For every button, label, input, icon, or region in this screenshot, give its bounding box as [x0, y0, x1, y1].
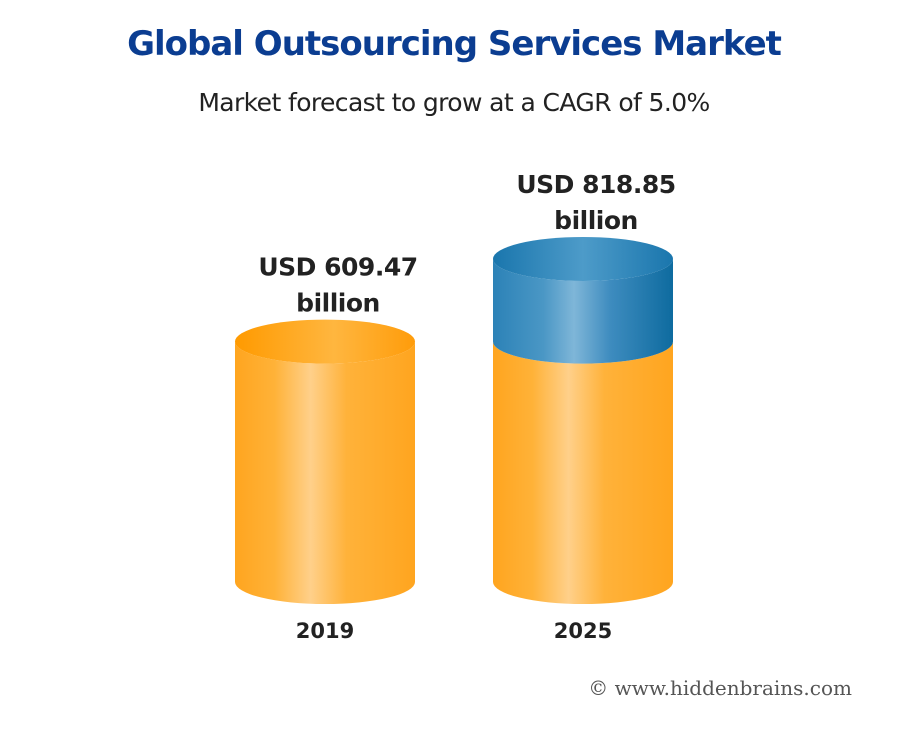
data-label-2019: USD 609.47 billion	[258, 253, 418, 318]
bar-base-segment	[493, 341, 673, 604]
bar-base-segment	[235, 341, 415, 604]
watermark-text: © www.hiddenbrains.com	[588, 676, 852, 700]
bar-growth-segment	[493, 258, 673, 364]
data-label-line: billion	[554, 206, 638, 235]
category-label-2019: 2019	[296, 619, 354, 643]
data-label-2025: USD 818.85 billion	[516, 170, 676, 235]
chart-title: Global Outsourcing Services Market	[127, 24, 782, 64]
data-label-line: USD 609.47	[258, 253, 417, 282]
category-label-2025: 2025	[554, 619, 612, 643]
chart-subtitle: Market forecast to grow at a CAGR of 5.0…	[198, 88, 710, 117]
bar-cylinder-2025	[493, 236, 673, 604]
data-label-line: USD 818.85	[516, 170, 675, 199]
bar-top-cap	[235, 319, 415, 364]
bar-cylinder-2019	[235, 319, 415, 604]
data-label-line: billion	[296, 289, 380, 318]
bar-top-cap	[493, 236, 673, 281]
